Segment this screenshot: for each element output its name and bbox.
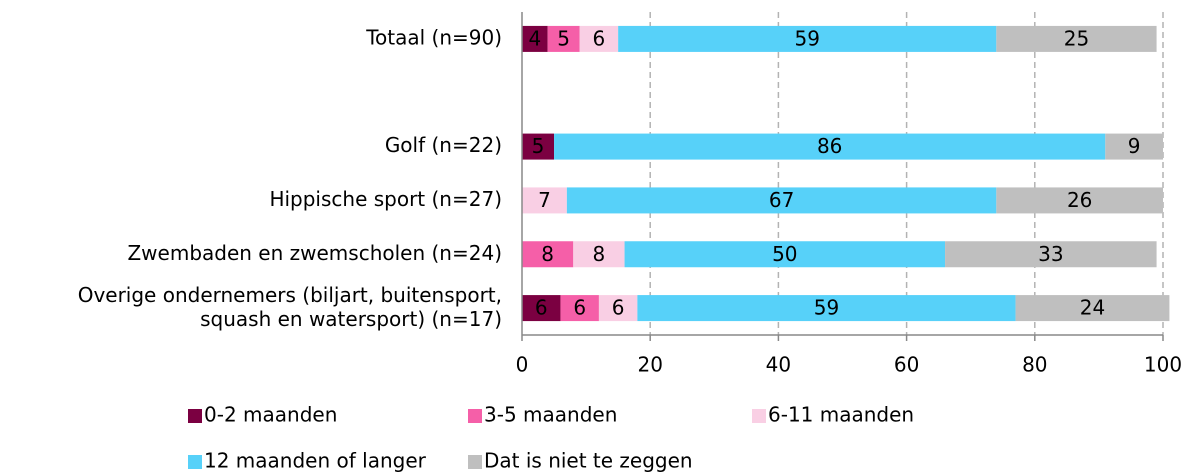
data-label: 8 <box>541 242 554 266</box>
data-label: 4 <box>528 26 541 50</box>
bar-segment <box>554 133 1106 160</box>
x-tick-label: 80 <box>1022 353 1047 377</box>
data-label: 26 <box>1067 188 1092 212</box>
data-label: 5 <box>532 134 545 158</box>
data-label: 86 <box>817 134 842 158</box>
bar-segment <box>547 25 580 52</box>
bar-segment <box>560 295 599 322</box>
bar-segment <box>996 187 1163 214</box>
legend-label: Dat is niet te zeggen <box>484 449 693 473</box>
y-tick-label: Totaal (n=90) <box>365 25 502 49</box>
bar-segment <box>598 295 638 322</box>
bar-segment <box>522 241 574 268</box>
y-tick-label: Hippische sport (n=27) <box>269 187 502 211</box>
y-tick-label: Zwembaden en zwemscholen (n=24) <box>127 241 502 265</box>
legend-label: 3-5 maanden <box>484 403 617 427</box>
legend-label: 0-2 maanden <box>204 403 337 427</box>
legend-swatch <box>468 455 482 469</box>
legend-label: 12 maanden of langer <box>204 449 427 473</box>
bar-segment <box>624 241 946 268</box>
bar-segment <box>522 133 555 160</box>
bar-segment <box>618 25 997 52</box>
bar-segment <box>573 241 625 268</box>
data-label: 25 <box>1064 26 1089 50</box>
x-tick-label: 20 <box>637 353 662 377</box>
data-label: 50 <box>772 242 797 266</box>
x-tick-label: 40 <box>766 353 791 377</box>
legend-swatch <box>188 409 202 423</box>
data-label: 6 <box>612 296 625 320</box>
data-label: 33 <box>1038 242 1063 266</box>
data-label: 5 <box>557 26 570 50</box>
bar-segment <box>637 295 1016 322</box>
bar-segment <box>945 241 1157 268</box>
legend-swatch <box>188 455 202 469</box>
bar-segment <box>579 25 619 52</box>
legend-swatch <box>468 409 482 423</box>
legend-label: 6-11 maanden <box>768 403 914 427</box>
bar-segment <box>522 25 548 52</box>
data-label: 6 <box>593 26 606 50</box>
data-label: 59 <box>814 296 839 320</box>
x-tick-label: 100 <box>1144 353 1182 377</box>
legend-swatch <box>752 409 766 423</box>
bar-segment <box>522 295 561 322</box>
bar-segment <box>1105 133 1163 160</box>
data-label: 67 <box>769 188 794 212</box>
data-label: 9 <box>1128 134 1141 158</box>
bar-segment <box>1015 295 1170 322</box>
bar-segment <box>996 25 1157 52</box>
data-label: 6 <box>573 296 586 320</box>
data-label: 59 <box>795 26 820 50</box>
x-tick-label: 60 <box>894 353 919 377</box>
bar-segment <box>566 187 997 214</box>
bar-segment <box>522 187 567 214</box>
data-label: 24 <box>1080 296 1105 320</box>
data-label: 8 <box>593 242 606 266</box>
data-label: 7 <box>538 188 551 212</box>
y-tick-label: Overige ondernemers (biljart, buitenspor… <box>78 283 502 331</box>
x-tick-label: 0 <box>516 353 529 377</box>
data-label: 6 <box>535 296 548 320</box>
y-tick-label: Golf (n=22) <box>385 133 502 157</box>
